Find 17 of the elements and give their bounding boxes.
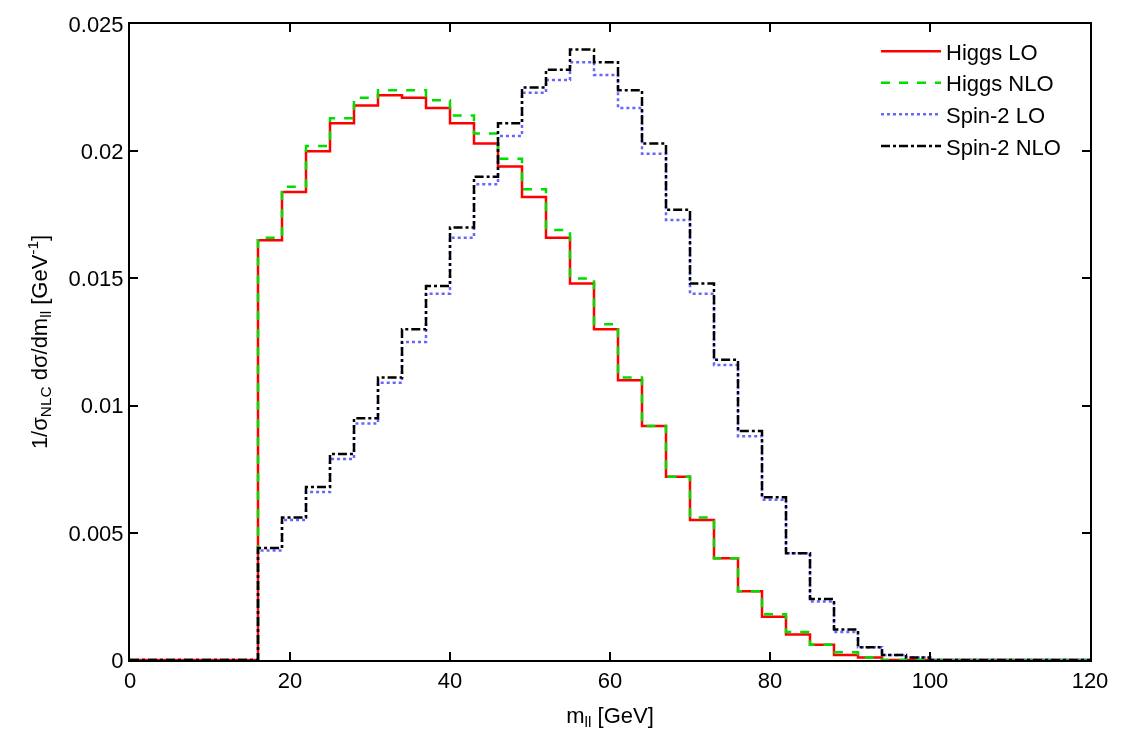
y-tick-label: 0.005 xyxy=(68,520,124,546)
legend-label: Spin-2 NLO xyxy=(946,134,1061,160)
x-tick-label: 80 xyxy=(757,668,783,694)
y-tick-label: 0.025 xyxy=(68,11,124,37)
x-axis-title: m$_{ll}$ [GeV] xyxy=(566,702,654,731)
y-tick-label: 0.015 xyxy=(68,266,124,292)
x-tick-label: 20 xyxy=(277,668,303,694)
y-tick-label: 0.01 xyxy=(80,393,124,419)
x-tick-label: 120 xyxy=(1071,668,1109,694)
legend-label: Higgs LO xyxy=(946,39,1038,65)
y-tick-label: 0 xyxy=(111,647,124,673)
y-tick-label: 0.02 xyxy=(80,138,124,164)
x-tick-label: 60 xyxy=(597,668,623,694)
legend-label: Higgs NLO xyxy=(946,71,1054,97)
x-tick-label: 40 xyxy=(437,668,463,694)
x-tick-label: 100 xyxy=(911,668,949,694)
legend-label: Spin-2 LO xyxy=(946,102,1046,128)
